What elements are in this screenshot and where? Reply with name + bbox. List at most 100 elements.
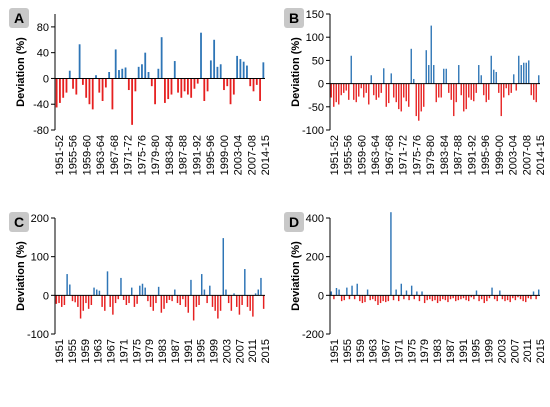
bar [230,295,233,311]
bar [78,44,81,79]
x-tick-label: 1975-76 [136,135,148,175]
y-tick-label: 0 [318,79,324,91]
bar [233,293,235,296]
bar [517,295,519,298]
bar [343,295,345,301]
bar [206,78,209,92]
bar [368,83,370,105]
bar [164,78,166,103]
bar [439,295,441,302]
bar [369,295,371,301]
bar [90,295,93,305]
bar [445,68,447,84]
bar [514,295,517,301]
bar [403,83,405,98]
bar [252,295,254,317]
bar [533,83,535,100]
bar [416,291,418,296]
bar [501,295,504,300]
panel-letter: C [9,212,29,232]
x-tick-label: 1991-92 [191,135,203,175]
bar [255,78,258,85]
bar [538,75,540,84]
bar [262,62,265,79]
bar [182,295,184,300]
bar [478,295,480,302]
x-tick-label: 1995-96 [205,135,217,175]
bar [473,83,475,102]
bar [112,295,114,315]
bar [465,295,467,301]
bar [173,61,176,79]
bar [530,295,532,300]
x-tick-label: 1987 [170,339,182,363]
bar [130,287,133,296]
bar [229,78,232,105]
bar [236,55,239,79]
bar [426,295,428,301]
bar [333,83,335,107]
bar [496,295,498,302]
y-tick-label: -100 [27,329,49,341]
bar [361,295,364,304]
bar [244,269,246,296]
bar [139,285,141,296]
bar [504,295,506,302]
x-tick-label: 1967 [381,339,393,363]
y-tick-label: 50 [312,55,324,67]
bar [434,295,436,301]
bar [71,295,74,302]
bar [168,295,171,300]
x-tick-label: 1991 [458,339,470,363]
x-tick-label: 1963 [93,339,105,363]
x-tick-label: 2003 [496,339,508,363]
y-tick-label: -200 [302,329,324,341]
bar [468,83,470,98]
bar [374,295,377,302]
bar [147,72,150,79]
bar [436,295,439,304]
bar [65,78,68,93]
bar [405,290,408,296]
bar [353,295,356,300]
bar [79,295,82,319]
x-tick-label: 1999-00 [494,135,506,175]
x-tick-label: 1979 [419,339,431,363]
x-tick-label: 1951 [54,339,66,363]
bar [93,287,95,296]
bar [433,65,435,84]
x-tick-label: 1983-84 [439,135,451,175]
bar [330,83,332,98]
x-tick-label: 1971 [118,339,130,363]
x-tick-label: 1983 [432,339,444,363]
bar [171,295,173,302]
bar [203,289,206,296]
y-tick-label: -100 [302,125,324,137]
bar [390,212,392,296]
bar [463,83,465,112]
bar [495,72,497,84]
bar [488,83,490,100]
bar [246,295,249,307]
bar [365,83,367,93]
x-tick-label: 1999 [484,339,496,363]
chart-panel-b: B -100 -50 0 50 100 150 Deviation (%) 1951-52 19… [275,0,550,204]
bar [503,83,505,98]
y-tick-label: -40 [33,99,49,111]
x-tick-label: 1999 [209,339,221,363]
bar [249,78,252,87]
bar [198,295,200,305]
bar [478,65,480,84]
bar [475,290,478,296]
bar [330,291,333,296]
bar [343,83,345,93]
panel-letter: A [9,8,29,28]
x-tick-label: 1987-88 [453,135,465,175]
bar [200,32,202,79]
x-tick-label: 2014-15 [260,135,272,175]
x-tick-label: 1951-52 [329,135,341,175]
bar [485,83,487,103]
bar [121,68,124,79]
bar [465,83,467,110]
x-tick-label: 1979 [144,339,156,363]
